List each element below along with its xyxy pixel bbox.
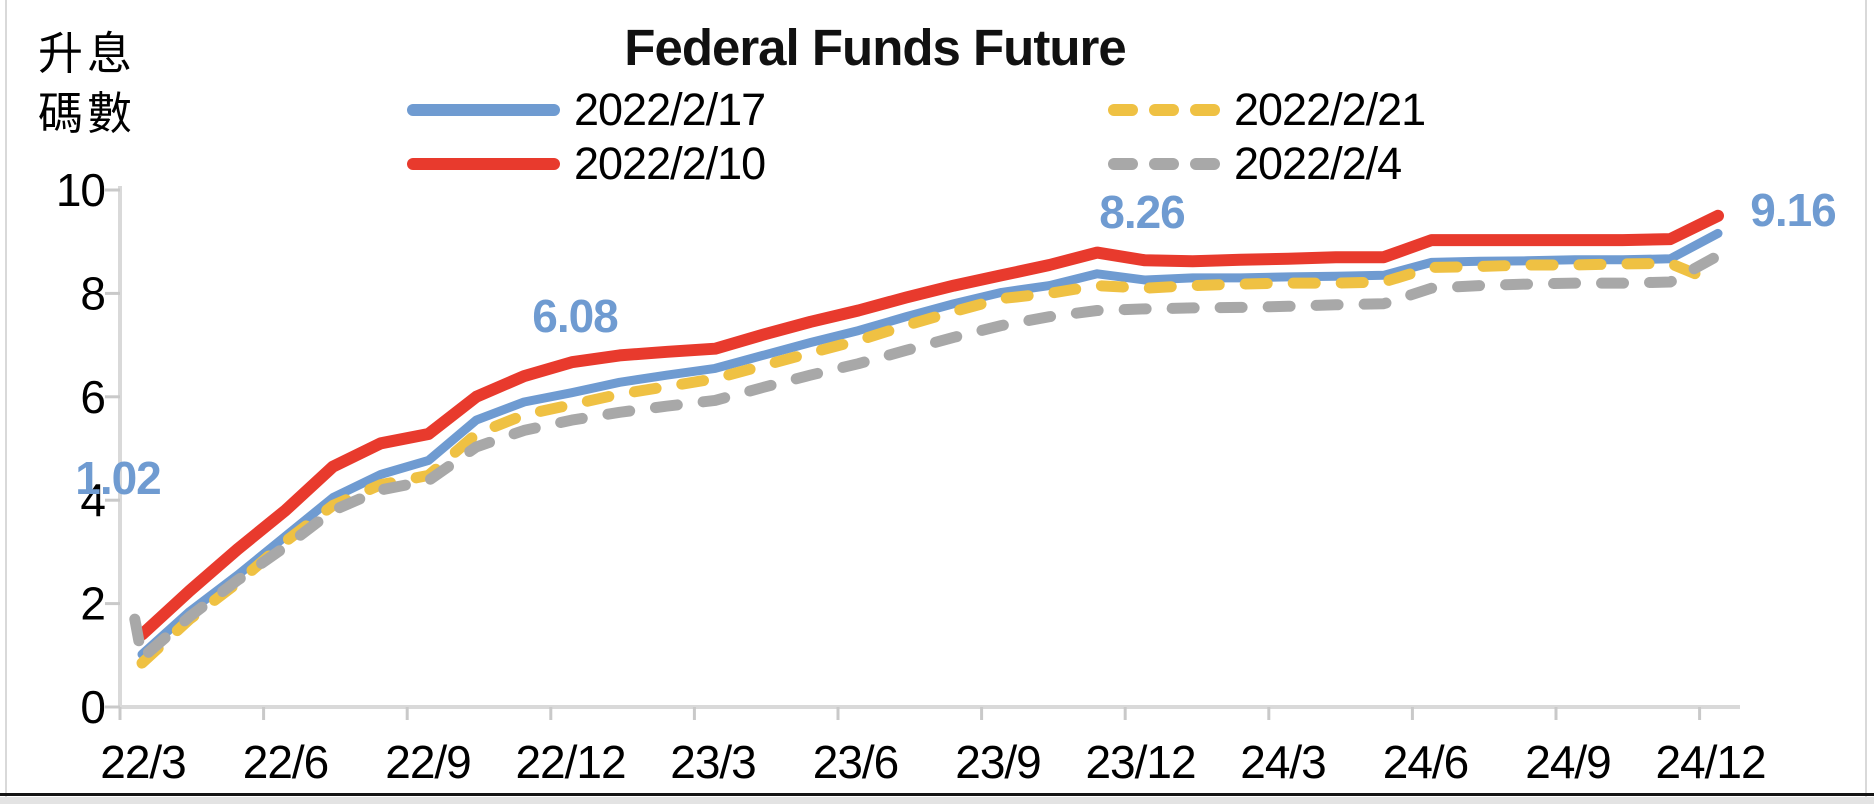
x-tick-label: 24/12 bbox=[1655, 736, 1765, 788]
x-tick-label: 23/9 bbox=[955, 736, 1041, 788]
frame-bottom-rule bbox=[0, 793, 1874, 796]
frame-right-border bbox=[1865, 0, 1867, 798]
y-tick-label: 0 bbox=[80, 681, 105, 733]
legend-item-2022-2-4: 2022/2/4 bbox=[1108, 138, 1425, 190]
point-label-22-12: 6.08 bbox=[532, 290, 619, 342]
frame-bottom-strip bbox=[0, 797, 1874, 804]
legend-swatch-2022-2-17 bbox=[407, 104, 560, 116]
x-tick-label: 24/3 bbox=[1240, 736, 1326, 788]
series-line-2022-2-4 bbox=[129, 250, 1724, 664]
legend-label-2022-2-10: 2022/2/10 bbox=[574, 138, 766, 189]
y-tick-label: 10 bbox=[56, 164, 105, 216]
x-tick-label: 23/6 bbox=[813, 736, 899, 788]
x-tick-label: 22/9 bbox=[385, 736, 471, 788]
legend-label-2022-2-21: 2022/2/21 bbox=[1234, 84, 1426, 135]
legend: 2022/2/17 2022/2/21 2022/2/10 2022/2/4 bbox=[407, 83, 1426, 191]
y-axis-title-line-1: 升息 bbox=[38, 29, 137, 79]
series-line-2022-2-10 bbox=[136, 209, 1724, 641]
chart-title: Federal Funds Future bbox=[624, 19, 1126, 76]
x-tick-label: 22/3 bbox=[100, 736, 186, 788]
point-label-22-3: 1.02 bbox=[75, 452, 162, 504]
y-axis-title: 升息 碼數 bbox=[38, 24, 136, 144]
legend-swatch-2022-2-4 bbox=[1108, 158, 1220, 170]
x-tick-label: 22/6 bbox=[243, 736, 329, 788]
legend-label-2022-2-17: 2022/2/17 bbox=[574, 84, 766, 135]
point-label-24-12: 9.16 bbox=[1750, 184, 1837, 236]
y-tick-label: 6 bbox=[80, 371, 105, 423]
legend-swatch-2022-2-21 bbox=[1108, 104, 1220, 116]
legend-item-2022-2-17: 2022/2/17 bbox=[407, 84, 1108, 136]
point-label-23-12: 8.26 bbox=[1099, 186, 1186, 238]
y-tick-label: 4 bbox=[80, 474, 105, 526]
y-tick-label: 2 bbox=[80, 578, 105, 630]
y-axis-title-line-2: 碼數 bbox=[38, 89, 137, 139]
series-line-2022-2-21 bbox=[136, 257, 1724, 669]
x-tick-label: 23/3 bbox=[670, 736, 756, 788]
y-tick-label: 8 bbox=[80, 267, 105, 319]
x-tick-label: 22/12 bbox=[515, 736, 625, 788]
legend-item-2022-2-10: 2022/2/10 bbox=[407, 138, 1108, 190]
legend-label-2022-2-4: 2022/2/4 bbox=[1234, 138, 1402, 189]
legend-item-2022-2-21: 2022/2/21 bbox=[1108, 84, 1426, 136]
x-tick-label: 24/6 bbox=[1383, 736, 1469, 788]
x-tick-label: 23/12 bbox=[1085, 736, 1195, 788]
frame-left-border bbox=[5, 0, 7, 798]
legend-swatch-2022-2-10 bbox=[407, 158, 560, 170]
x-tick-label: 24/9 bbox=[1525, 736, 1611, 788]
